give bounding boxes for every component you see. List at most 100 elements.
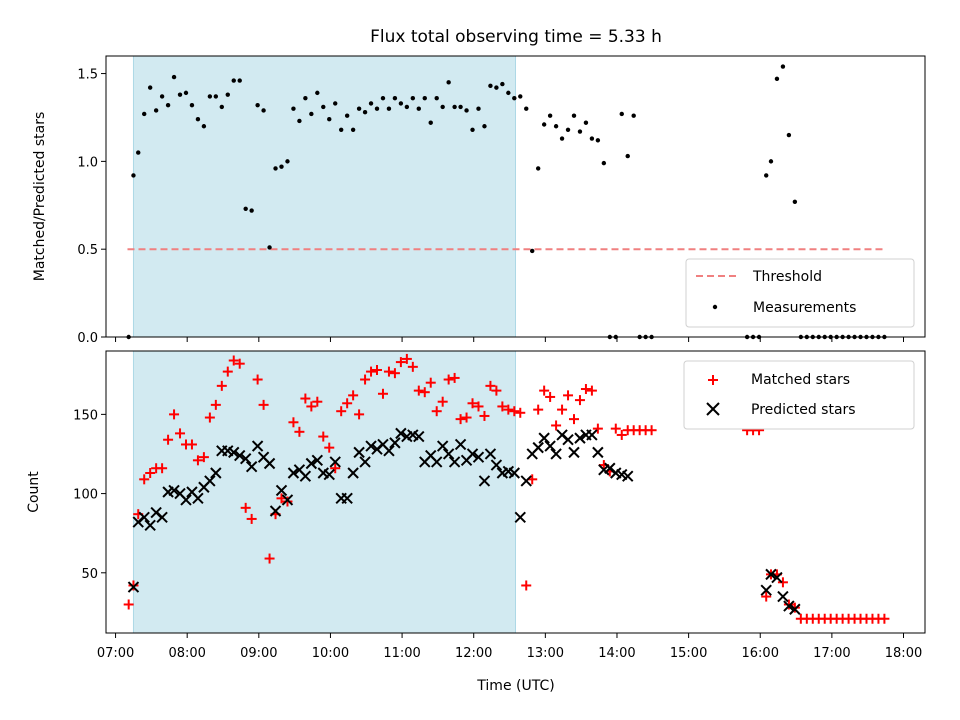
- measurement-point: [768, 159, 774, 164]
- predicted-point: [484, 448, 497, 460]
- matched-point: [533, 404, 544, 415]
- matched-point: [419, 387, 430, 398]
- predicted-point: [239, 453, 252, 465]
- measurement-point: [410, 95, 416, 101]
- predicted-point-b: [222, 445, 234, 457]
- predicted-point-b: [192, 492, 204, 505]
- measurement-point: [559, 136, 565, 141]
- predicted-point-b: [574, 432, 586, 444]
- predicted-point: [251, 440, 264, 452]
- predicted-point-b: [616, 468, 628, 481]
- y-tick-label: 50: [81, 567, 98, 582]
- matched-point: [288, 417, 299, 428]
- predicted-point-b: [490, 459, 503, 471]
- predicted-point: [789, 603, 801, 615]
- predicted-point: [574, 432, 586, 444]
- y-tick-label: 100: [73, 488, 98, 503]
- measurement-point: [625, 153, 630, 159]
- observing-interval-shade: [132, 55, 516, 338]
- legend-predicted-swatch: [706, 402, 720, 416]
- x-axis-label: Time (UTC): [476, 678, 554, 694]
- measurement-point: [428, 120, 433, 125]
- predicted-point-b: [383, 445, 395, 457]
- legend-measurements-swatch: [712, 304, 718, 310]
- legend-threshold-label: Threshold: [752, 269, 822, 285]
- measurement-point: [458, 104, 463, 110]
- matched-point: [377, 388, 388, 399]
- matched-point: [545, 391, 556, 402]
- matched-point: [586, 385, 597, 396]
- measurement-point: [243, 206, 248, 211]
- measurement-point: [434, 95, 439, 101]
- matched-point: [139, 474, 150, 485]
- predicted-point-b: [442, 448, 455, 460]
- predicted-point-b: [251, 440, 264, 452]
- matched-point: [646, 425, 657, 436]
- predicted-point-b: [156, 511, 168, 524]
- x-tick-label: 08:00: [168, 646, 205, 661]
- predicted-point-b: [520, 475, 532, 487]
- measurement-point: [273, 166, 278, 171]
- predicted-point: [287, 467, 300, 479]
- predicted-point: [299, 470, 312, 482]
- predicted-point-b: [407, 429, 419, 441]
- matched-point: [204, 412, 215, 423]
- measurement-point: [237, 78, 242, 83]
- measurement-point: [249, 208, 254, 213]
- measurement-point: [422, 95, 427, 101]
- measurement-point: [446, 80, 451, 85]
- measurement-point: [774, 76, 780, 82]
- matched-point: [479, 410, 490, 421]
- predicted-point: [341, 492, 353, 505]
- predicted-point: [389, 437, 401, 449]
- measurement-point: [183, 90, 189, 96]
- legend-bottom-frame: [683, 360, 915, 430]
- predicted-point-b: [484, 448, 497, 460]
- measurement-point: [219, 104, 225, 110]
- predicted-point-b: [353, 446, 365, 459]
- measurement-point: [315, 90, 320, 96]
- measurement-point: [470, 127, 475, 132]
- predicted-point: [365, 440, 377, 452]
- matched-point: [777, 577, 788, 588]
- measurement-point: [541, 122, 547, 127]
- predicted-point-b: [413, 430, 425, 443]
- legend-predicted-label: Predicted stars: [751, 402, 856, 418]
- matched-point: [443, 374, 454, 385]
- x-tick-label: 15:00: [670, 646, 707, 661]
- matched-point: [175, 428, 186, 439]
- matched-point: [246, 513, 257, 524]
- matched-point: [294, 426, 305, 437]
- y-axis-label: Count: [26, 471, 42, 513]
- predicted-point: [127, 581, 140, 593]
- predicted-point: [144, 519, 156, 531]
- matched-point: [372, 365, 383, 376]
- measurement-point: [207, 94, 213, 99]
- measurement-point: [524, 106, 529, 111]
- predicted-point-b: [550, 448, 562, 460]
- measurement-point: [601, 160, 607, 166]
- measurement-point: [589, 136, 595, 141]
- measurement-point: [201, 124, 207, 129]
- measurement-point: [380, 95, 386, 101]
- matched-point: [425, 377, 436, 388]
- measurement-point: [494, 85, 499, 90]
- predicted-point-b: [144, 519, 156, 531]
- predicted-point: [532, 441, 544, 454]
- predicted-point-b: [365, 440, 377, 452]
- predicted-point: [245, 460, 258, 473]
- predicted-point-b: [257, 451, 270, 463]
- predicted-point: [413, 430, 425, 443]
- predicted-point-b: [502, 465, 515, 478]
- predicted-point: [353, 446, 365, 459]
- matched-point: [395, 357, 406, 368]
- measurement-point: [213, 94, 219, 99]
- matched-point: [354, 409, 365, 420]
- chart-title: Flux total observing time = 5.33 h: [370, 27, 662, 47]
- matched-point: [563, 390, 574, 401]
- matched-point: [145, 467, 156, 478]
- predicted-point-b: [538, 432, 550, 444]
- predicted-point: [275, 484, 288, 497]
- axes-frame: [105, 350, 926, 634]
- measurement-point: [565, 127, 571, 132]
